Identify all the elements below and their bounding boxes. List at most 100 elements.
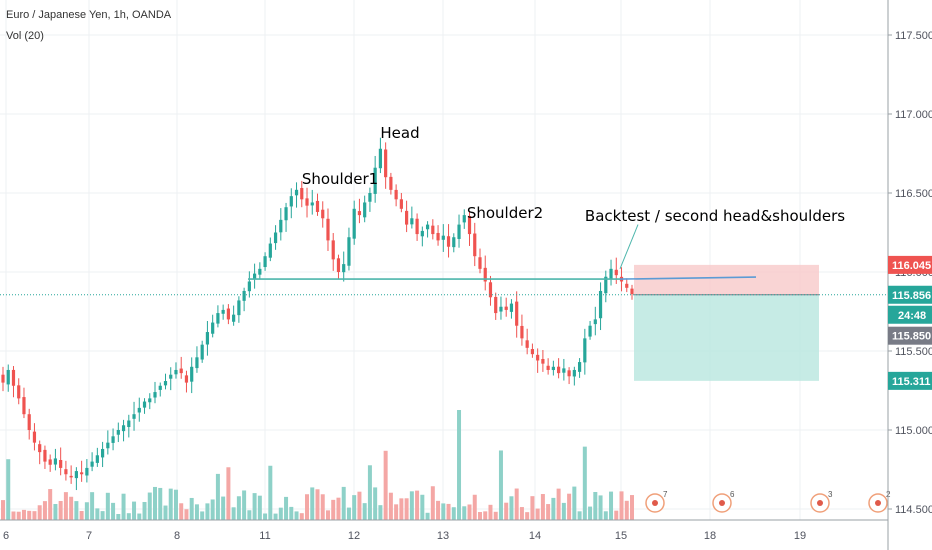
volume-bar [341,486,346,520]
volume-bar [32,511,37,520]
take-profit-zone[interactable] [634,294,819,381]
volume-bar [100,511,105,520]
candle-body [593,319,597,325]
volume-bar [194,504,199,520]
candle-body [614,269,618,276]
candle-body [258,268,262,275]
volume-bar [315,489,320,520]
event-count: 6 [730,490,735,499]
volume-bar [577,511,582,520]
annotation-label: Shoulder1 [302,170,378,188]
volume-bar [236,496,241,520]
candle-body [541,358,545,364]
candle-body [48,459,52,465]
volume-bar [498,450,503,520]
volume-bar [69,496,74,520]
candle-body [69,475,73,478]
volume-bar [11,511,16,520]
candle-body [336,258,341,272]
candle-body [284,207,288,221]
volume-bar [593,491,598,520]
candle-body [436,232,440,241]
volume-bar [168,488,173,520]
volume-bar [346,507,351,520]
candle-body [169,374,173,379]
volume-bar [425,512,430,520]
volume-bar [567,493,572,520]
candle-body [478,257,482,269]
volume-bar [79,511,84,520]
volume-bar [619,491,624,520]
candle-body [630,288,634,295]
volume-bar [462,506,467,520]
event-dot [652,500,658,506]
candle-body [457,224,461,239]
candle-body [357,211,362,216]
candle-body [572,369,576,377]
candle-body [142,401,147,408]
candle-body [300,188,304,200]
x-tick-label: 12 [348,530,360,542]
volume-bar [540,494,545,520]
candle-body [598,290,603,319]
annotation-label: Shoulder2 [467,204,543,222]
volume-bar [200,511,205,520]
volume-bar [603,511,608,520]
volume-bar [137,513,142,520]
volume-bar [336,497,341,520]
price-badge-label: 116.045 [892,260,931,272]
volume-bar [294,511,299,520]
volume-bar [126,513,131,520]
price-badge [888,255,932,274]
volume-bar [116,513,121,520]
stop-loss-zone[interactable] [634,264,819,295]
x-tick-label: 7 [86,530,92,542]
volume-bar [357,491,362,520]
candle-body [452,237,456,248]
candle-body [237,300,241,316]
volume-bar [53,503,58,520]
candle-body [331,240,335,260]
volume-bar [352,495,357,520]
volume-bar [231,507,236,520]
volume-bar [525,512,530,520]
price-badge-label: 115.850 [892,331,931,343]
candle-body [85,467,89,476]
volume-bar [556,488,561,520]
volume-bar [278,507,283,520]
x-tick-label: 8 [174,530,180,542]
volume-bar [493,511,498,520]
candle-body [148,398,152,403]
candle-body [431,225,435,235]
annotation-label: Backtest / second head&shoulders [585,207,845,225]
volume-bar [299,513,304,520]
volume-bar [268,465,273,520]
candle-body [127,420,131,428]
candle-body [467,215,472,235]
candle-body [499,306,503,312]
volume-bar [441,503,446,520]
volume-bar [95,508,100,520]
volume-bar [446,503,451,520]
volume-bar [472,494,477,520]
trend-line[interactable] [619,276,757,280]
volume-bar [252,493,257,520]
candle-body [504,306,508,310]
volume-bar [430,486,435,520]
x-tick-label: 19 [794,530,806,542]
price-badge-label: 115.856 [892,290,931,302]
candle-body [232,314,236,322]
candle-body [321,209,325,219]
candle-body [509,303,514,312]
y-tick-label: 115.000 [895,425,932,437]
candle-body [342,264,346,273]
candle-body [59,460,63,468]
volume-bar [210,499,215,520]
price-badge [888,326,932,345]
candle-body [551,366,555,371]
volume-bar [153,486,158,520]
volume-bar [378,505,383,520]
candle-body [279,219,283,233]
candle-body [399,199,403,209]
volume-bar [504,502,509,520]
